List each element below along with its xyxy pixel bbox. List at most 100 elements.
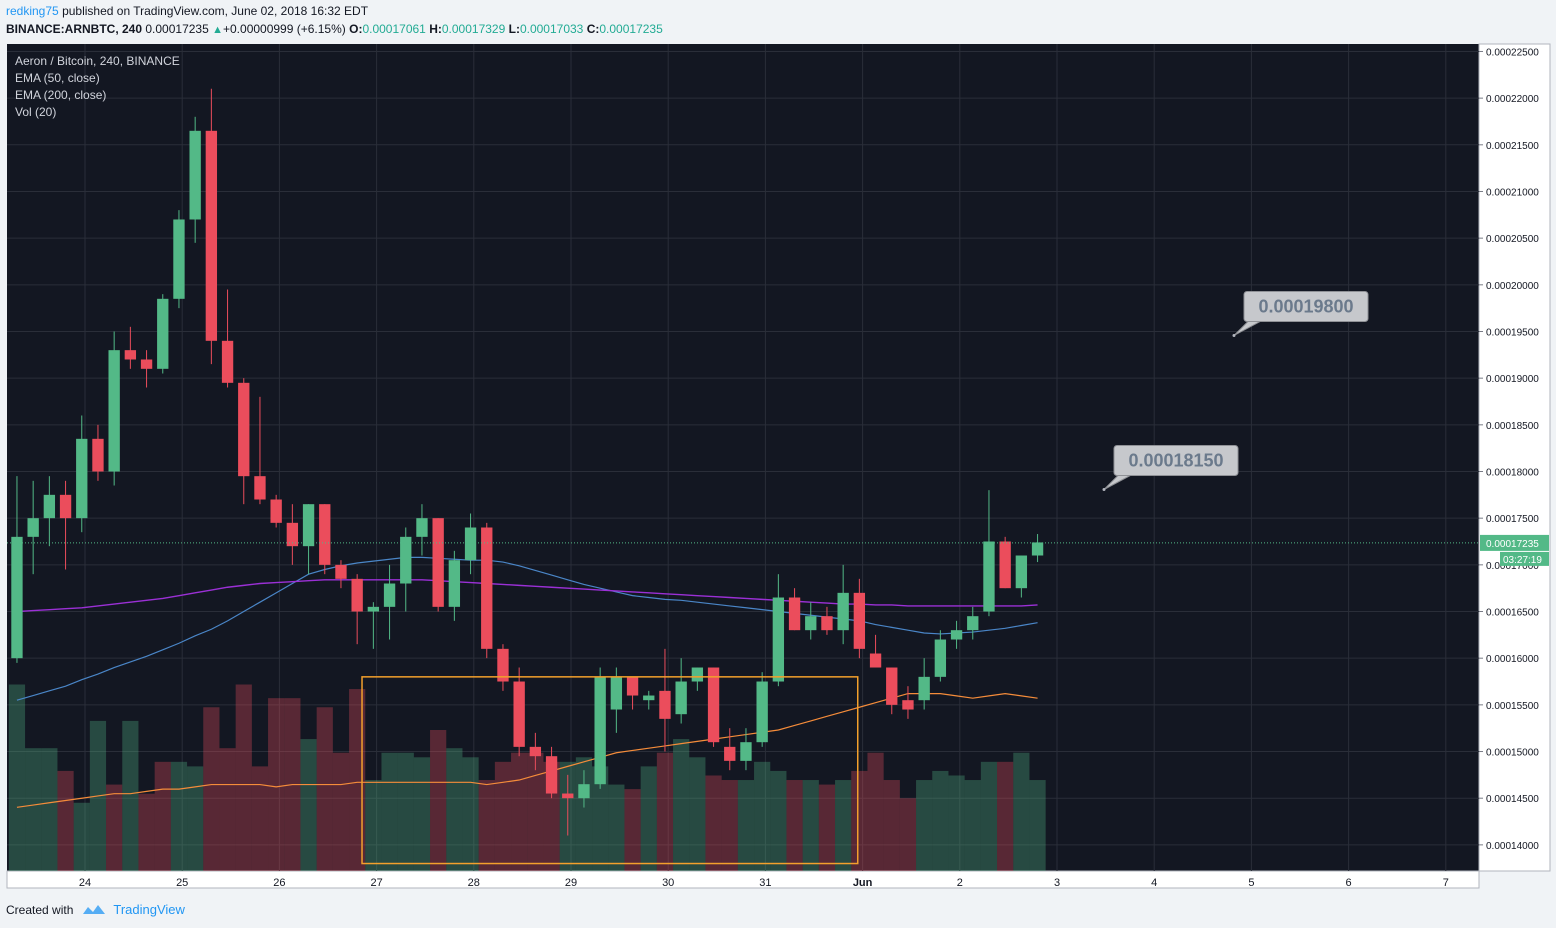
volume-bar — [478, 780, 495, 871]
volume-bar — [624, 789, 641, 871]
y-tick-label: 0.00018500 — [1486, 421, 1539, 432]
high-label: H: — [429, 22, 442, 36]
y-tick-label: 0.00017000 — [1486, 561, 1539, 572]
candle — [1031, 534, 1044, 563]
close-value: 0.00017235 — [599, 22, 663, 36]
candle-body — [1031, 542, 1044, 556]
candle — [772, 574, 785, 687]
chart-legend: Aeron / Bitcoin, 240, BINANCE EMA (50, c… — [15, 53, 180, 121]
candle-body — [626, 676, 639, 696]
x-tick-label: 2 — [957, 877, 963, 889]
candle-body — [124, 350, 137, 360]
candle-body — [610, 676, 623, 710]
x-tick-label: 4 — [1151, 877, 1157, 889]
candle — [448, 550, 461, 621]
volume-bar — [980, 761, 998, 871]
author-link[interactable]: redking75 — [6, 4, 59, 18]
created-with-text: Created with — [6, 902, 74, 917]
volume-bar — [25, 748, 42, 871]
volume-bar — [770, 770, 787, 871]
y-tick-label: 0.00016000 — [1486, 654, 1539, 665]
candle — [43, 476, 56, 547]
candle — [837, 564, 849, 645]
candle-body — [464, 527, 477, 561]
y-tick-label: 0.00021500 — [1486, 141, 1539, 152]
candle — [513, 667, 525, 757]
arrow-up-icon: ▲ — [212, 24, 223, 36]
volume-bar — [527, 752, 544, 871]
candle-body — [189, 130, 201, 220]
volume-bar — [592, 766, 609, 871]
volume-bar — [997, 761, 1014, 871]
y-tick-label: 0.00015500 — [1486, 701, 1539, 712]
low-value: 0.00017033 — [519, 22, 584, 36]
candle-body — [691, 667, 704, 682]
callout-box — [1243, 290, 1369, 322]
volume-bar — [737, 780, 755, 871]
candle-body — [740, 742, 752, 761]
candle — [432, 518, 444, 612]
price-axis — [1478, 43, 1551, 872]
volume-bar — [673, 739, 690, 871]
y-tick-label: 0.00014000 — [1486, 841, 1539, 852]
volume-bar — [106, 784, 123, 871]
volume-bar — [446, 748, 463, 871]
volume-bar — [786, 780, 803, 871]
volume-bar — [1013, 752, 1030, 871]
candle — [400, 527, 412, 612]
last-price: 0.00017235 — [145, 22, 209, 36]
candle — [805, 602, 817, 640]
y-tick-label: 0.00014500 — [1486, 794, 1539, 805]
candle — [643, 690, 655, 710]
publish-info: redking75 published on TradingView.com, … — [6, 4, 368, 18]
candle-body — [254, 476, 266, 500]
candle-body — [902, 700, 914, 710]
candle-body — [351, 578, 363, 612]
candle-body — [319, 504, 331, 565]
candle — [675, 658, 687, 724]
volume-bar — [365, 780, 382, 871]
volume-bar — [268, 698, 285, 871]
change-value: +0.00000999 (+6.15%) — [223, 22, 346, 36]
volume-bar — [219, 748, 236, 871]
candle — [286, 504, 299, 565]
volume-ma-line — [16, 693, 1038, 808]
volume-bar — [511, 752, 528, 871]
candle-body — [934, 639, 947, 677]
volume-bar — [381, 752, 398, 871]
volume-bar — [251, 766, 269, 871]
volume-bar — [413, 757, 431, 871]
x-tick-label: 31 — [759, 877, 771, 889]
volume-bar — [57, 770, 74, 871]
volume-bar — [203, 707, 220, 871]
symbol-label: BINANCE:ARNBTC, 240 — [6, 22, 143, 36]
candle-body — [837, 592, 849, 631]
y-tick-label: 0.00019000 — [1486, 374, 1539, 385]
candle — [886, 667, 898, 715]
volume-bar — [608, 784, 625, 871]
candle — [124, 326, 137, 369]
candle-body — [92, 438, 104, 472]
legend-title: Aeron / Bitcoin, 240, BINANCE — [15, 54, 180, 68]
published-text: published on TradingView.com, June 02, 2… — [62, 4, 369, 18]
x-tick-label: 7 — [1443, 877, 1449, 889]
candle-body — [76, 438, 88, 519]
candle-body — [173, 219, 185, 299]
y-tick-label: 0.00016500 — [1486, 608, 1539, 619]
volume-bar — [932, 770, 949, 871]
open-value: 0.00017061 — [362, 22, 426, 36]
tradingview-brand-link[interactable]: TradingView — [113, 902, 185, 917]
volume-bar — [754, 761, 771, 871]
candle-body — [383, 583, 396, 607]
candle — [999, 536, 1011, 589]
candle — [983, 490, 995, 617]
volume-bar — [187, 766, 204, 871]
legend-ema200[interactable]: EMA (200, close) — [15, 88, 107, 102]
legend-volume[interactable]: Vol (20) — [15, 105, 57, 119]
candle-body — [400, 536, 412, 584]
legend-ema50[interactable]: EMA (50, close) — [15, 71, 100, 85]
volume-bar — [705, 775, 722, 871]
volume-bar — [170, 761, 188, 871]
candle — [659, 648, 671, 752]
